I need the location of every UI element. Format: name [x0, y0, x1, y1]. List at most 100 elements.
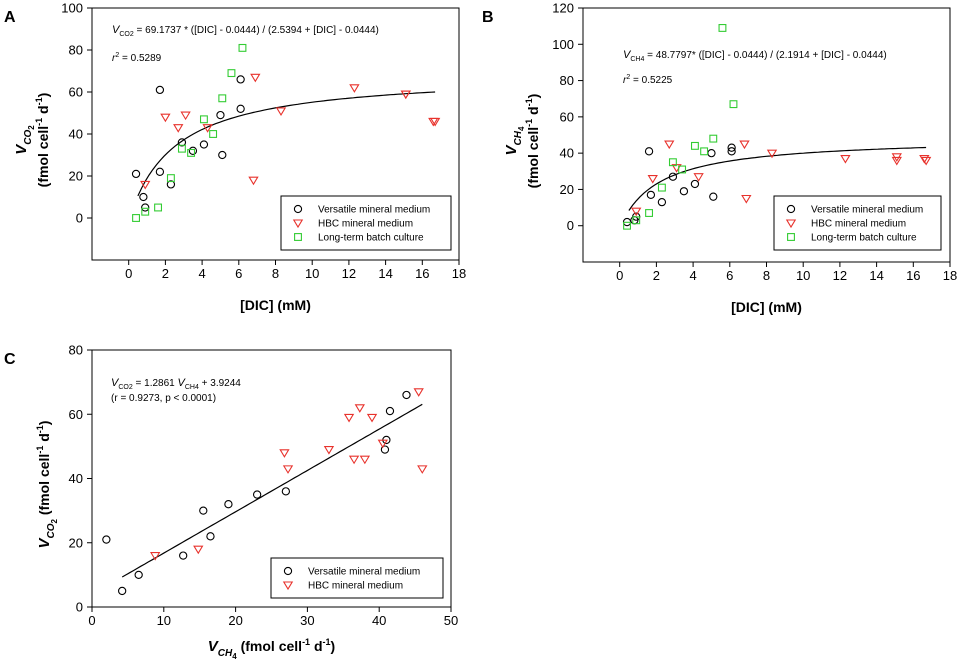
data-point: [718, 24, 727, 32]
y-label-close: ): [35, 93, 51, 98]
data-point: [429, 117, 441, 127]
panel-label: B: [482, 9, 494, 26]
data-point: [354, 404, 365, 413]
x-tick-label: 14: [378, 266, 392, 281]
x-tick-label: 8: [763, 268, 770, 283]
data-point: [177, 144, 186, 153]
data-point: [238, 43, 247, 52]
y-axis-label: VCO2: [13, 125, 36, 155]
legend: Versatile mineral medium HBC mineral medi…: [280, 195, 452, 251]
eq-v: V: [112, 24, 121, 36]
legend-marker-circle: [786, 204, 796, 214]
x-tick-label: 2: [653, 268, 660, 283]
series-circle: [622, 143, 736, 227]
data-point: [377, 439, 388, 449]
x-label-unit: (fmol cell: [237, 638, 302, 654]
data-point: [139, 192, 148, 202]
data-point: [134, 570, 143, 580]
data-point: [218, 150, 227, 160]
x-tick-label: 18: [452, 266, 466, 281]
legend-box: [773, 195, 942, 251]
data-point: [668, 172, 678, 181]
data-point: [646, 190, 656, 200]
legend-entry: Long-term batch culture: [811, 233, 917, 244]
data-point: [727, 147, 736, 156]
panel-label: C: [4, 351, 16, 368]
legend-marker-triangle: [292, 219, 304, 229]
eq-v: V: [623, 49, 632, 61]
y-tick-label: 100: [552, 37, 574, 52]
x-axis-label: VCH4 (fmol cell-1 d-1): [208, 637, 335, 661]
y-label-sup: -1: [524, 119, 534, 127]
series-triangle: [140, 73, 441, 190]
x-label-sub: CH: [218, 648, 233, 659]
legend-box: [280, 195, 452, 251]
data-point: [275, 107, 287, 116]
data-point: [224, 500, 233, 509]
x-label-sup2: -1: [323, 637, 331, 647]
data-point: [679, 187, 689, 196]
x-tick-label: 16: [415, 266, 429, 281]
y-tick-label: 60: [69, 85, 83, 100]
data-point: [155, 85, 165, 95]
data-point: [348, 455, 360, 465]
data-point: [840, 155, 851, 164]
fit-curve: [137, 91, 436, 197]
legend-entry: HBC mineral medium: [318, 219, 413, 230]
chart-panel-b: B 0 2 4 6 8 10 12 14 16 18 0 20 40 60 80 100 120 [DIC] (mM…: [482, 1, 957, 316]
y-axis-label: VCH4: [503, 126, 526, 155]
y-label-v: V: [13, 143, 30, 155]
data-point: [647, 174, 658, 184]
data-point: [252, 490, 262, 499]
r-sup: 2: [626, 74, 630, 81]
data-point: [366, 413, 378, 423]
y-label-close: ): [525, 94, 541, 99]
y-label-unit: (fmol cell: [525, 127, 541, 188]
data-point: [102, 535, 111, 544]
data-point: [193, 545, 204, 555]
x-tick-label: 10: [796, 268, 810, 283]
data-point: [709, 192, 718, 201]
data-point: [199, 140, 209, 149]
y-tick-label: 0: [76, 600, 83, 615]
y-axis-label-units: (fmol cell-1 d-1): [34, 93, 51, 188]
data-point: [188, 146, 198, 155]
data-point: [739, 140, 750, 150]
data-point: [154, 203, 163, 212]
legend-entry: HBC mineral medium: [811, 219, 906, 230]
fit-curve: [628, 146, 927, 211]
data-point: [727, 143, 736, 152]
y-label-unit: (fmol cell: [36, 454, 52, 519]
data-point: [385, 406, 395, 416]
r-value: = 0.5225: [630, 75, 672, 86]
data-point: [400, 90, 411, 100]
x-tick-label: 10: [305, 266, 319, 281]
series-circle: [131, 75, 245, 212]
eq-v2: V: [178, 377, 187, 389]
data-point: [729, 100, 738, 109]
data-point: [690, 179, 700, 189]
fit-curve: [121, 403, 423, 578]
data-point: [160, 113, 171, 123]
data-point: [359, 455, 371, 465]
eq-sub2: CH4: [185, 384, 199, 391]
data-point: [218, 94, 227, 103]
y-label-unit: (fmol cell: [35, 126, 51, 187]
x-tick-label: 0: [616, 268, 623, 283]
x-tick-label: 8: [272, 266, 279, 281]
data-point: [741, 194, 752, 204]
legend-marker-square: [294, 233, 302, 241]
eq-mid: = 1.2861: [133, 378, 178, 389]
y-tick-label: 40: [69, 127, 83, 142]
data-point: [132, 214, 140, 222]
legend-entry: Versatile mineral medium: [308, 567, 420, 578]
y-label-sup2: -1: [524, 98, 534, 106]
series-triangle: [150, 388, 428, 561]
data-point: [281, 487, 291, 496]
y-tick-label: 60: [560, 109, 574, 124]
y-label-sup: -1: [35, 446, 45, 454]
data-point: [140, 180, 151, 190]
data-point: [645, 209, 654, 217]
data-point: [657, 197, 667, 207]
